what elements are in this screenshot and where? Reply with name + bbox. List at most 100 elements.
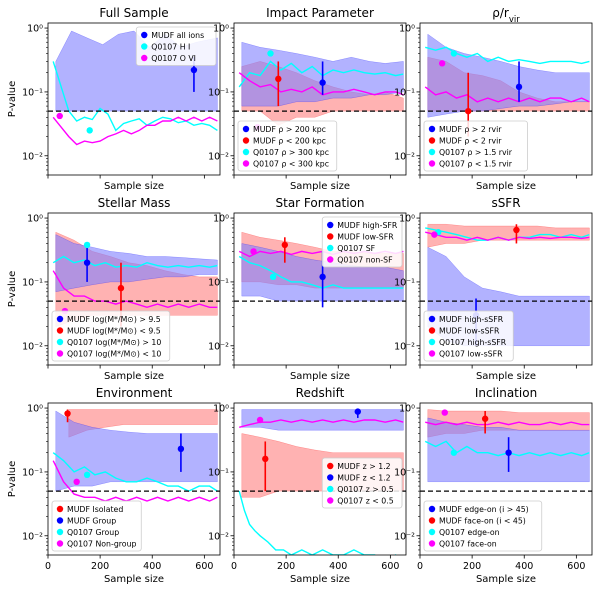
panel-4: 10⁻² 10⁻¹ 10⁰ Stellar Mass P-value Sample siz…: [7, 196, 221, 382]
red-legend-marker: [428, 327, 436, 334]
legend-label: MUDF face-on (i < 45): [439, 517, 526, 526]
panel-title: Impact Parameter: [266, 6, 374, 20]
y-axis-label: P-value: [7, 271, 18, 307]
x-axis-label: Sample size: [290, 181, 350, 192]
axes-frame: [47, 402, 221, 556]
y-tick-label: 10⁰: [27, 404, 43, 415]
magenta-series-line: [52, 460, 218, 502]
panel-title: Star Formation: [276, 196, 365, 210]
cyan-legend-marker: [141, 43, 148, 50]
blue-data-point: [177, 445, 185, 453]
blue-data-point: [190, 66, 198, 74]
x-axis-label: Sample size: [476, 181, 536, 192]
legend-label: Q0107 ρ > 1.5 rvir: [439, 148, 513, 157]
legend: MUDF Isolated MUDF Group Q0107 Group Q0107 …: [51, 500, 142, 552]
red-data-point: [281, 241, 289, 249]
legend-label: MUDF Group: [67, 517, 116, 526]
y-tick-label: 10⁻¹: [208, 467, 229, 478]
y-tick-label: 10⁻¹: [394, 467, 415, 478]
legend-box: [51, 310, 171, 362]
cyan-data-point: [83, 471, 91, 479]
legend: MUDF z > 1.2 MUDF z < 1.2 Q0107 z > 0.5 Q01…: [321, 457, 403, 509]
legend-label: MUDF ρ > 200 kpc: [253, 125, 326, 134]
panel-6: 10⁻² 10⁻¹ 10⁰ sSFR Sample size MUDF high-sSFR…: [394, 196, 593, 382]
magenta-data-point: [441, 409, 448, 416]
legend-label: MUDF z < 1.2: [337, 474, 390, 483]
legend-label: Q0107 high-sSFR: [439, 338, 507, 347]
y-tick-label: 10⁻¹: [22, 87, 43, 98]
legend-label: Q0107 O VI: [151, 54, 196, 63]
red-data-point: [465, 107, 472, 115]
legend-box: [423, 500, 543, 552]
y-tick-label: 10⁻²: [208, 341, 229, 352]
y-tick-label: 10⁰: [27, 214, 43, 225]
legend-label: MUDF log(M*/M⊙) > 9.5: [67, 315, 161, 324]
magenta-legend-marker: [428, 160, 436, 167]
axes-frame: [233, 22, 407, 176]
cyan-series-line: [52, 452, 218, 492]
legend-label: MUDF ρ < 2 rvir: [439, 137, 502, 146]
magenta-legend-marker: [327, 256, 334, 263]
legend-label: MUDF Isolated: [67, 505, 123, 514]
panel-title: Environment: [96, 386, 173, 400]
cyan-data-point: [450, 449, 458, 456]
legend: MUDF high-SFR MUDF low-SFR Q0107 SF Q0107 n…: [321, 216, 403, 268]
axes-frame: [47, 212, 221, 366]
y-tick-label: 10⁰: [213, 24, 229, 35]
magenta-legend-marker: [141, 54, 148, 62]
y-tick-label: 10⁰: [213, 404, 229, 415]
y-tick-label: 10⁰: [399, 404, 415, 415]
cyan-data-point: [269, 273, 277, 281]
y-tick-label: 10⁰: [213, 214, 229, 225]
x-axis-label: Sample size: [290, 574, 350, 585]
red-confidence-band: [427, 223, 590, 248]
cyan-data-point: [252, 566, 258, 572]
legend-label: Q0107 ρ < 1.5 rvir: [439, 160, 513, 169]
y-tick-label: 10⁻²: [208, 151, 229, 162]
magenta-data-point: [56, 112, 63, 120]
legend-label: MUDF low-SFR: [337, 233, 394, 242]
legend-label: MUDF all ions: [151, 31, 204, 40]
blue-legend-marker: [56, 315, 64, 323]
magenta-series-line: [424, 86, 590, 103]
axes-frame: [233, 402, 407, 556]
y-tick-label: 10⁻²: [394, 531, 415, 542]
legend-label: MUDF high-SFR: [337, 221, 398, 230]
panel-8: 0 200 400 600 10⁻² 10⁻¹ 10⁰ Redshift Sample size…: [208, 386, 407, 585]
red-legend-marker: [428, 137, 436, 144]
red-legend-marker: [428, 517, 436, 524]
y-tick-label: 10⁰: [399, 214, 415, 225]
x-tick-label: 600: [381, 561, 399, 572]
legend-label: Q0107 ρ > 300 kpc: [253, 148, 329, 157]
magenta-legend-marker: [327, 497, 334, 504]
panel-title: Full Sample: [99, 6, 168, 20]
legend: MUDF high-sSFR MUDF low-sSFR Q0107 high-sS…: [423, 310, 514, 362]
panel-title: ρ/rvir: [492, 6, 520, 25]
x-tick-label: 400: [143, 561, 161, 572]
blue-legend-marker: [428, 505, 436, 513]
cyan-series-line: [52, 255, 218, 268]
y-axis-label: P-value: [7, 81, 18, 117]
panel-7: 0 200 400 600 10⁻² 10⁻¹ 10⁰ Environment P-value S…: [7, 386, 221, 585]
y-tick-label: 10⁻²: [394, 151, 415, 162]
panel-title-subscript: vir: [509, 15, 520, 25]
blue-legend-marker: [141, 31, 148, 39]
panel-9: 0 200 400 600 10⁻² 10⁻¹ 10⁰ Inclination Sample s…: [394, 386, 593, 585]
x-tick-label: 0: [417, 561, 423, 572]
legend-label: Q0107 H I: [151, 43, 190, 52]
red-data-point: [513, 226, 520, 234]
y-tick-label: 10⁻²: [22, 341, 43, 352]
magenta-series-line: [239, 419, 404, 428]
x-axis-label: Sample size: [104, 574, 164, 585]
blue-confidence-band: [55, 410, 218, 492]
legend-label: MUDF ρ < 200 kpc: [253, 137, 326, 146]
y-tick-label: 10⁻²: [394, 341, 415, 352]
x-axis-label: Sample size: [104, 181, 164, 192]
legend-box: [321, 216, 403, 268]
y-axis-label: P-value: [7, 461, 18, 497]
panel-1: 10⁻² 10⁻¹ 10⁰ Full Sample P-value Sample size…: [7, 6, 221, 192]
x-axis-label: Sample size: [104, 371, 164, 382]
legend-label: MUDF high-sSFR: [439, 315, 504, 324]
red-legend-marker: [56, 505, 64, 513]
red-confidence-band: [68, 409, 218, 438]
